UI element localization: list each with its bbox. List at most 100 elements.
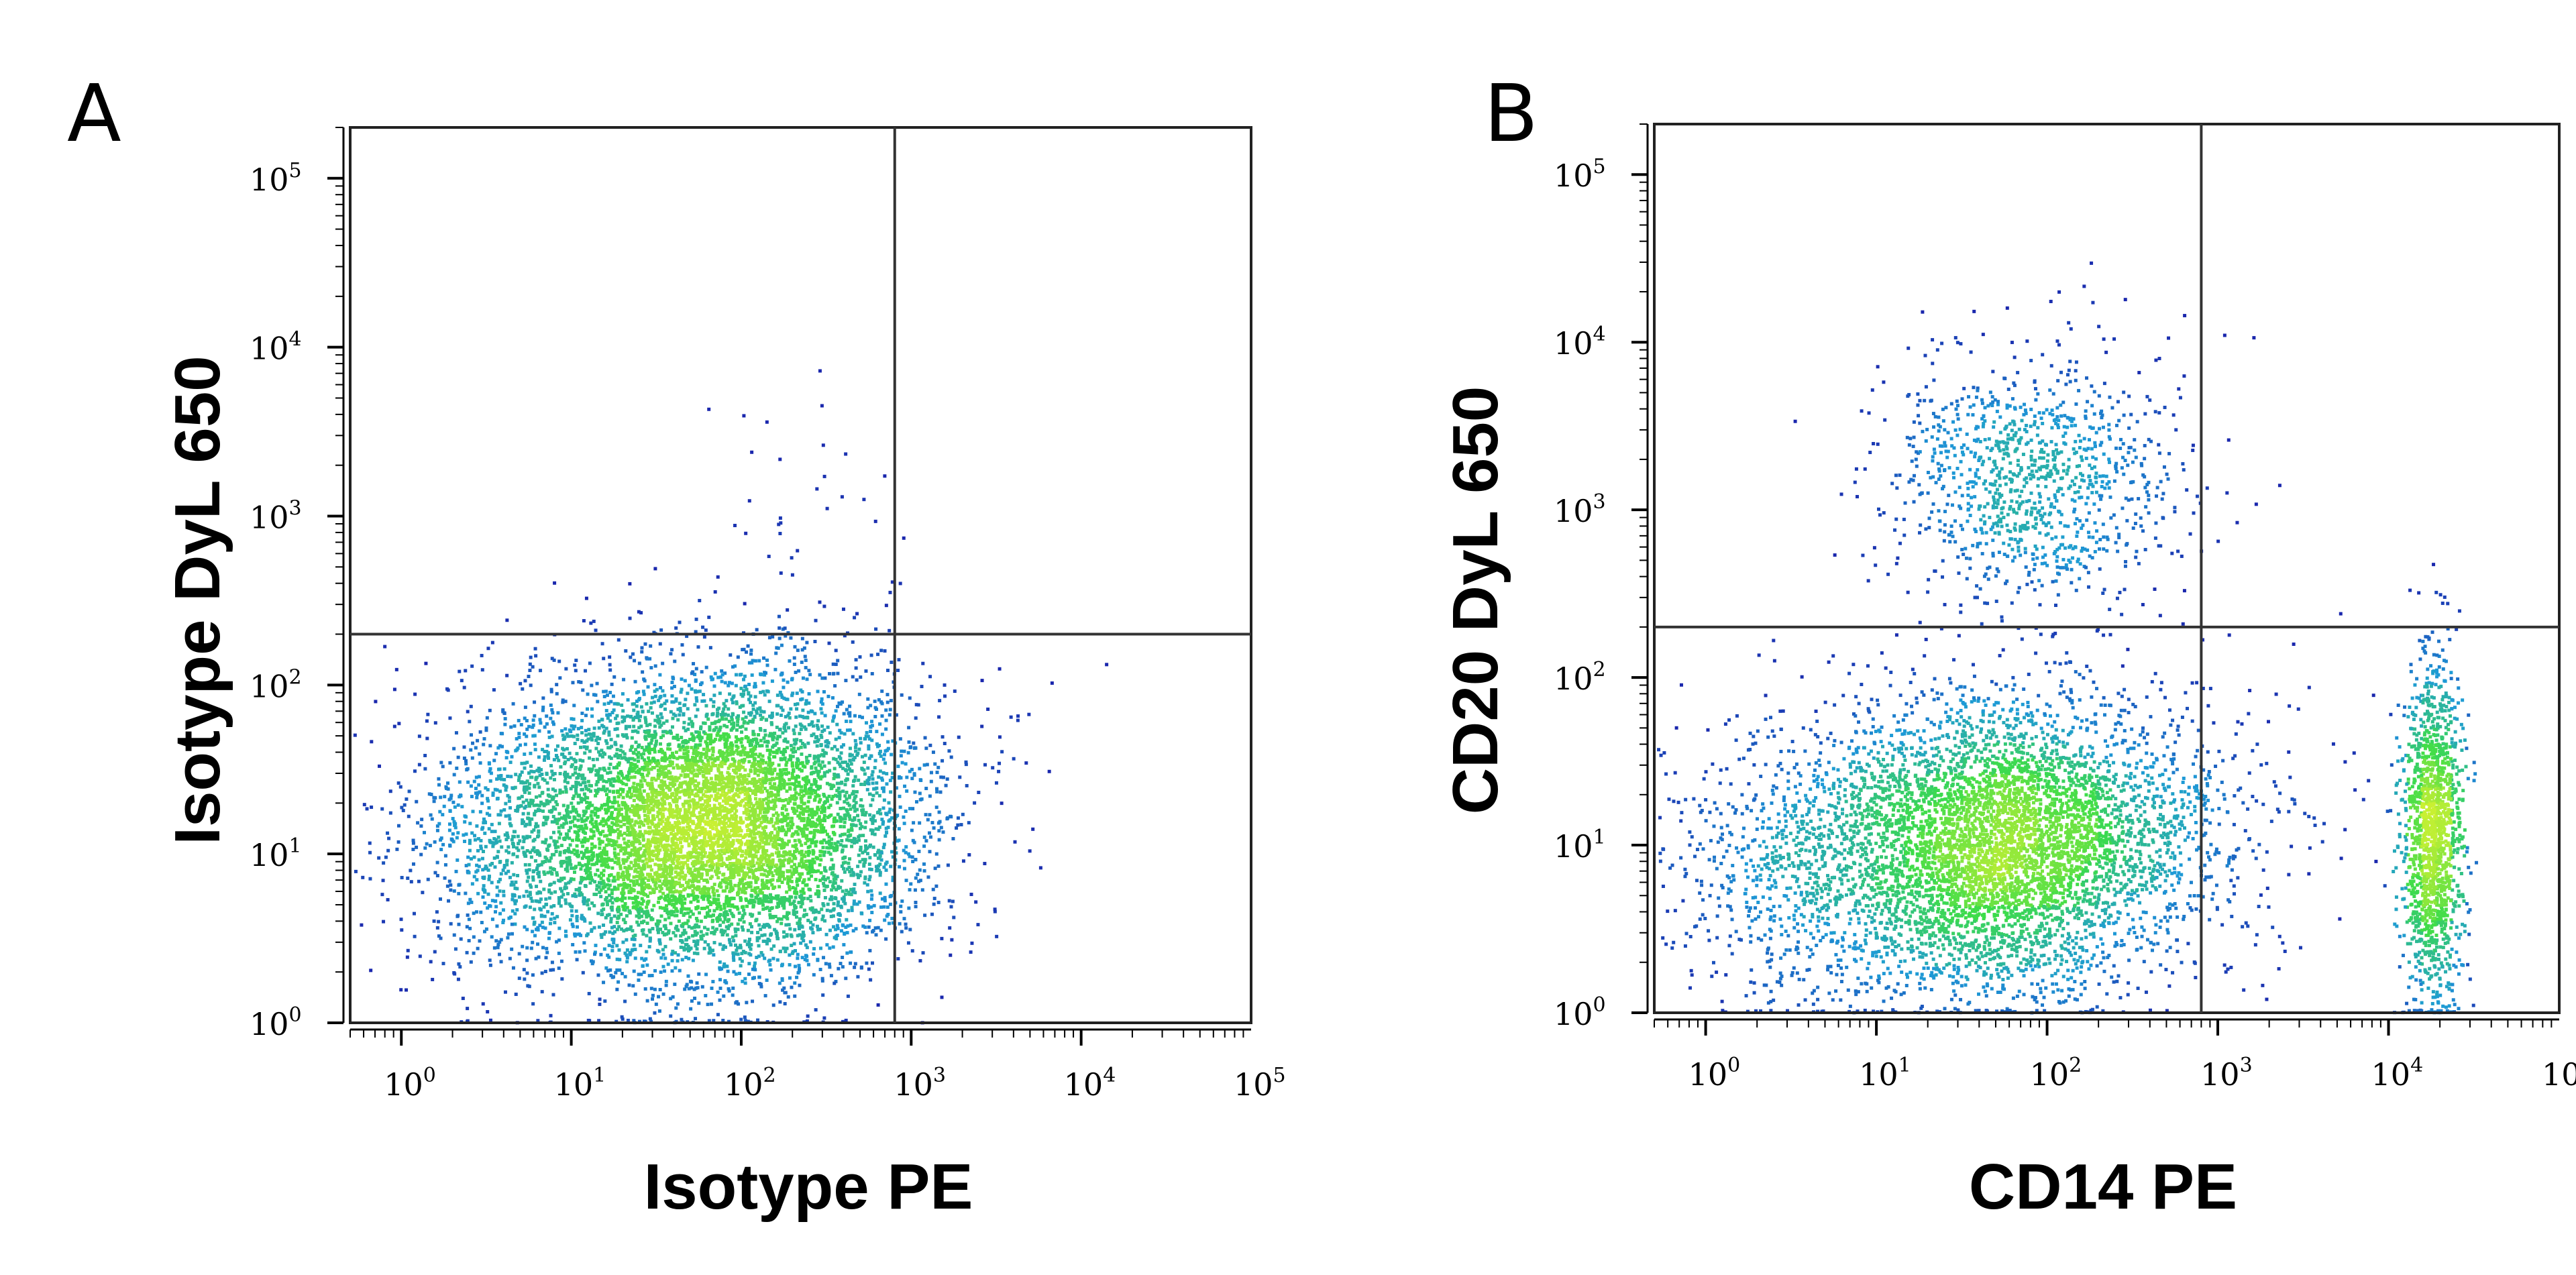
data-point [647,850,651,854]
data-point [682,752,686,756]
data-point [913,746,917,750]
data-point [778,874,782,878]
data-point [829,914,833,918]
data-point [456,755,460,759]
data-point [766,795,770,799]
data-point [716,848,720,852]
data-point [818,967,822,971]
data-point [777,826,781,830]
data-point [643,881,647,885]
data-point [634,900,638,904]
data-point [755,628,759,632]
data-point [786,816,790,820]
data-point [827,962,831,966]
data-point [794,949,798,953]
data-point [798,814,802,818]
data-point [644,720,648,724]
data-point [588,749,592,753]
data-point [848,817,852,821]
data-point [811,810,815,814]
data-point [767,700,771,704]
data-point [769,897,773,901]
data-point [878,873,882,877]
data-point [619,779,623,783]
data-point [818,797,822,801]
data-point [633,895,637,899]
data-point [573,724,577,728]
data-point [743,746,747,751]
data-point [603,885,607,889]
data-point [821,749,825,753]
data-point [739,818,743,822]
data-point [819,707,823,711]
data-point [819,700,823,704]
data-point [506,869,511,873]
data-point [710,987,714,991]
data-point [637,891,641,895]
data-point [621,709,625,713]
data-point [741,979,745,983]
data-point [733,781,737,785]
data-point [507,795,511,799]
data-point [784,950,788,954]
data-point [517,796,521,800]
data-point [816,806,820,810]
data-point [583,919,587,923]
data-point [601,861,605,865]
data-point [937,810,941,814]
data-point [758,889,762,893]
data-point [654,881,658,885]
data-point [653,730,657,734]
data-point [825,796,829,800]
data-point [908,807,912,811]
data-point [931,751,935,755]
data-point [718,820,722,824]
data-point [670,952,674,956]
data-point [495,777,499,781]
data-point [609,920,613,924]
data-point [694,848,698,852]
data-point [702,793,706,797]
data-point [692,769,696,773]
data-point [668,875,672,879]
data-point [604,966,608,970]
data-point [674,881,678,885]
data-point [557,826,561,830]
data-point [914,799,918,803]
data-point [819,858,823,862]
data-point [692,748,696,752]
data-point [956,816,960,820]
data-point [686,974,690,978]
data-point [586,898,590,902]
data-point [761,953,765,957]
data-point [805,834,809,838]
data-point [861,850,865,854]
data-point [747,711,751,715]
data-point [742,920,746,924]
data-point [648,939,652,943]
data-point [713,869,717,873]
data-point [822,771,826,775]
data-point [739,865,743,869]
data-point [635,795,639,799]
data-point [639,793,643,797]
data-point [880,732,884,736]
data-point [825,943,829,947]
data-point [980,724,984,728]
data-point [473,838,477,842]
data-point [993,909,997,913]
data-point [423,767,427,771]
data-point [697,1001,701,1005]
data-point [779,854,783,858]
data-point [635,834,639,838]
data-point [759,864,763,868]
data-point [871,781,875,785]
data-point [640,867,644,871]
data-point [647,771,651,775]
data-point [802,646,806,650]
data-point [704,755,708,759]
data-point [775,776,779,780]
data-point [515,809,519,813]
data-point [777,728,782,732]
data-point [637,610,641,614]
